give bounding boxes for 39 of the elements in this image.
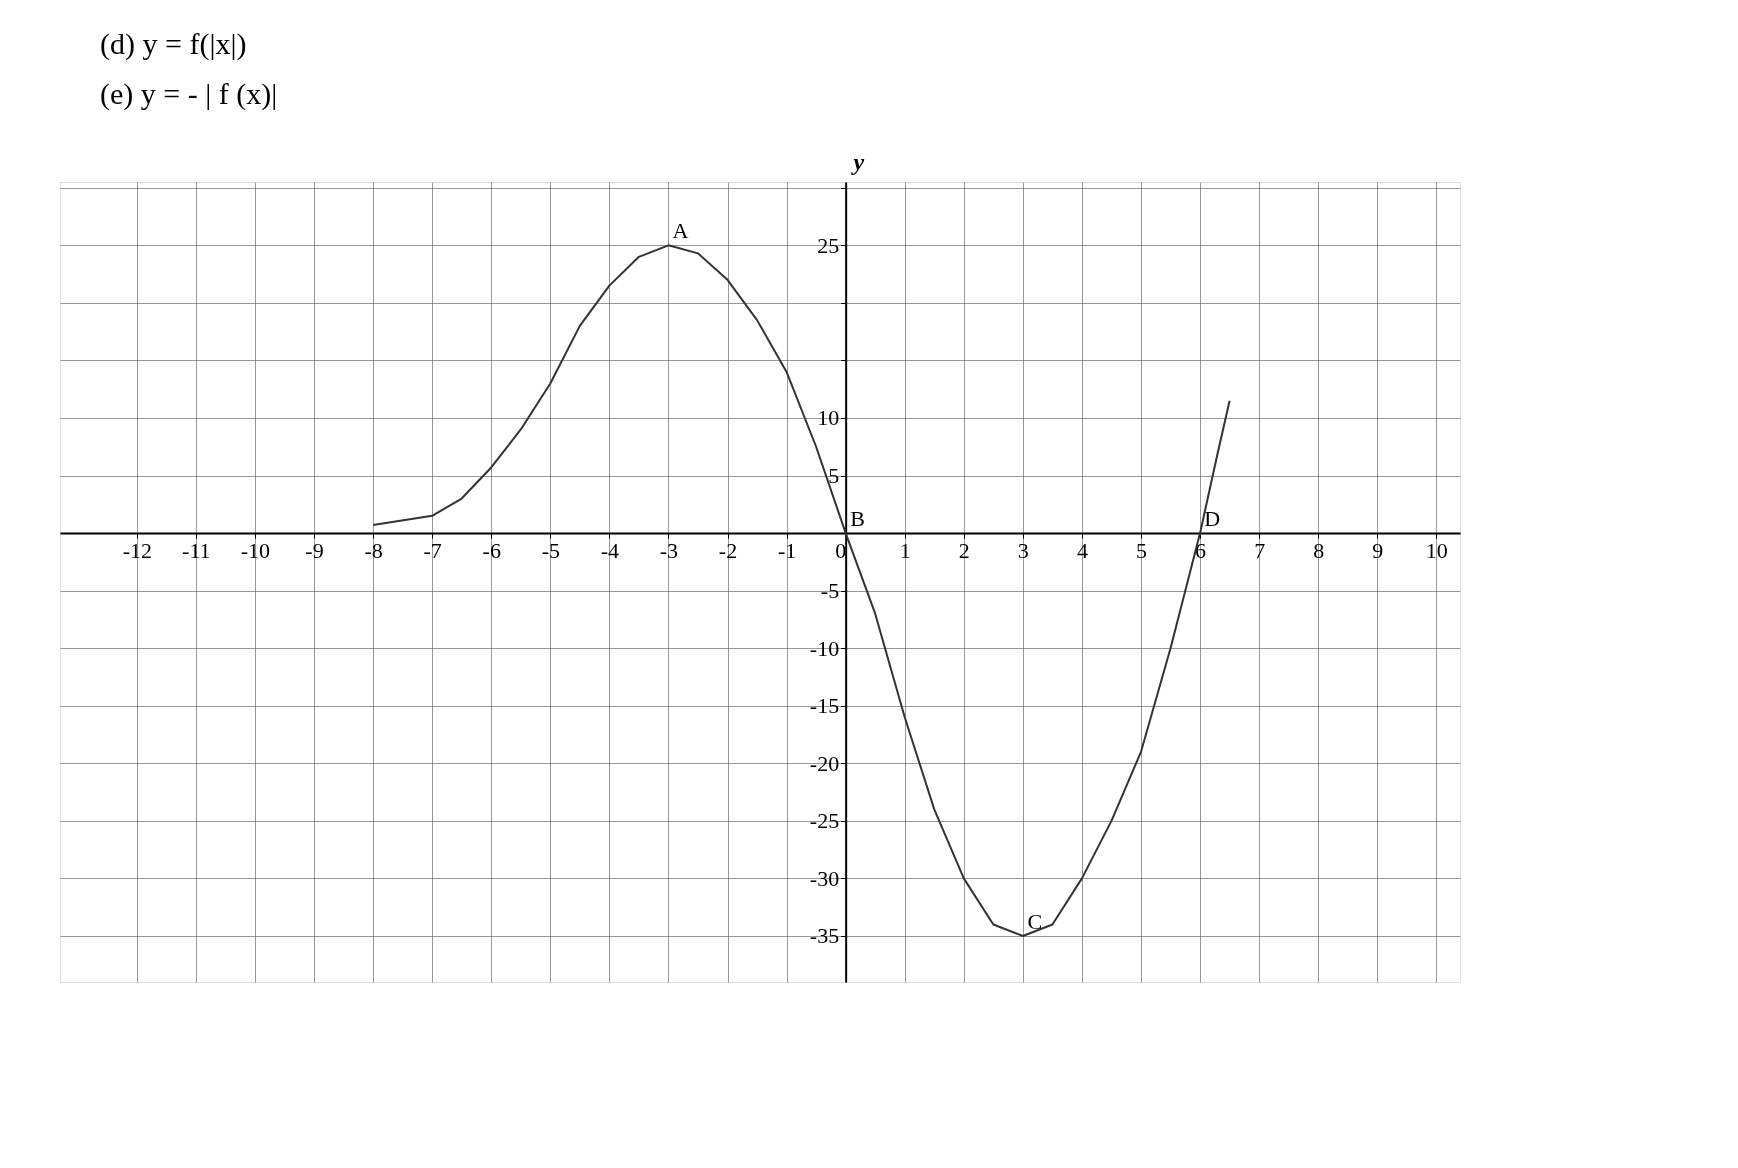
x-tick-label: 9: [1372, 537, 1384, 563]
y-tick-label: -10: [809, 635, 840, 661]
y-tick-label: -30: [809, 865, 840, 891]
annotation: B: [850, 506, 865, 532]
annotation: A: [672, 218, 689, 244]
y-tick-label: 25: [817, 232, 840, 258]
x-tick-label: 7: [1254, 537, 1266, 563]
x-tick-label: 10: [1425, 537, 1448, 563]
annotation: D: [1204, 506, 1221, 532]
x-tick-label: -8: [364, 537, 383, 563]
y-tick-label: -25: [809, 808, 840, 834]
x-tick-label: 6: [1195, 537, 1207, 563]
y-axis-title: y: [850, 148, 865, 175]
chart-title: (d) y = f(|x|): [100, 27, 247, 61]
x-tick-label: -2: [718, 537, 738, 563]
y-tick-label: 5: [828, 463, 840, 489]
annotation: C: [1027, 908, 1043, 934]
x-tick-label: -12: [122, 537, 152, 563]
y-tick-label: -5: [820, 578, 840, 604]
x-tick-label: 2: [958, 537, 970, 563]
x-tick-label: -10: [240, 537, 271, 563]
x-tick-label: 5: [1136, 537, 1148, 563]
y-tick-label: -35: [809, 923, 840, 949]
x-tick-label: -11: [182, 537, 211, 563]
y-tick-label: -20: [809, 750, 840, 776]
x-tick-label: 8: [1313, 537, 1325, 563]
x-tick-label: -5: [541, 537, 560, 563]
x-tick-label: 1: [899, 537, 911, 563]
x-tick-label: -4: [600, 537, 620, 563]
y-tick-label: -15: [809, 693, 840, 719]
x-tick-label: -1: [777, 537, 797, 563]
x-tick-label: -3: [659, 537, 679, 563]
x-tick-label: 4: [1076, 537, 1088, 563]
x-tick-label: -6: [482, 537, 501, 563]
y-tick-label: 10: [817, 405, 840, 431]
chart-subtitle: (e) y = - | f (x)|: [100, 77, 278, 111]
x-tick-label: 3: [1017, 537, 1029, 563]
x-tick-label: -9: [305, 537, 324, 563]
x-tick-label: -7: [423, 537, 442, 563]
